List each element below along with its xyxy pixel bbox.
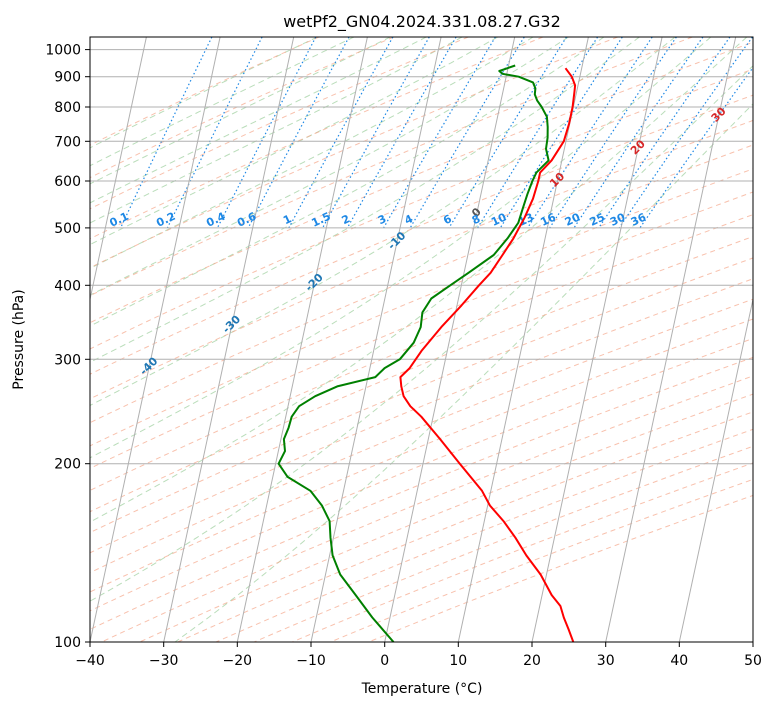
mixing-ratio-label: 16	[539, 210, 559, 228]
mixing-ratio-label: 20	[563, 210, 583, 228]
moist-adiabat-line	[90, 37, 748, 523]
isotherm-line	[605, 37, 737, 642]
mixing-ratio-line	[247, 37, 350, 229]
y-axis-title: Pressure (hPa)	[11, 289, 27, 389]
mixing-ratio-lines	[120, 37, 753, 229]
x-tick-label: 10	[449, 653, 467, 669]
dry-adiabat-line	[177, 411, 753, 642]
dry-adiabat-line	[90, 37, 394, 179]
x-tick-label: 30	[597, 653, 615, 669]
isotherm-line	[90, 37, 221, 642]
x-tick-label: −20	[223, 653, 253, 669]
y-tick-label: 300	[54, 352, 81, 368]
mixing-ratio-line	[322, 37, 430, 229]
y-tick-label: 700	[54, 134, 81, 150]
moist-adiabat-line	[90, 65, 753, 602]
y-tick-label: 900	[54, 70, 81, 86]
dry-adiabat-line	[90, 298, 753, 574]
y-tick-label: 800	[54, 100, 81, 116]
mixing-ratio-label: 10	[489, 210, 509, 228]
moist-adiabat-line	[90, 37, 534, 269]
temperature-profile-line	[399, 67, 577, 642]
dry-adiabat-line	[90, 356, 753, 630]
mixing-ratio-line	[598, 37, 731, 229]
y-tick-label: 200	[54, 457, 81, 473]
moist-adiabat-line	[90, 37, 427, 204]
pressure-grid-lines	[90, 49, 753, 642]
y-axis: 100 200 300 400 500 600 700 800 900 1000	[45, 43, 90, 651]
dry-adiabat-line	[90, 278, 753, 554]
mixing-ratio-line	[618, 37, 753, 229]
isotherm-lines	[90, 37, 753, 642]
mixing-ratio-label: 36	[629, 210, 649, 228]
dry-adiabat-line	[90, 37, 320, 146]
moist-adiabat-lines	[90, 37, 753, 642]
moist-adiabat-line	[90, 37, 569, 296]
dry-adiabat-line	[90, 214, 753, 491]
x-tick-label: 50	[744, 653, 762, 669]
mixing-ratio-line	[573, 37, 704, 229]
isotherm-line	[457, 37, 589, 642]
mixing-ratio-label: 30	[608, 210, 628, 228]
x-tick-label: −40	[75, 653, 105, 669]
mixing-ratio-line	[288, 37, 394, 229]
isotherm-line	[678, 296, 753, 642]
x-tick-label: 20	[523, 653, 541, 669]
dry-adiabat-line	[90, 41, 753, 324]
dewpoint-profile-line	[277, 64, 550, 642]
y-tick-label: 600	[54, 174, 81, 190]
mixing-ratio-line	[216, 37, 317, 229]
dry-adiabat-line	[368, 494, 753, 642]
moist-adiabat-line	[90, 37, 640, 363]
plot-frame	[89, 36, 754, 643]
isotherm-line	[163, 37, 295, 642]
moist-adiabat-line	[90, 37, 463, 224]
isotherm-line	[531, 37, 663, 642]
profile-series	[277, 64, 577, 642]
x-tick-label: 0	[380, 653, 389, 669]
moist-adiabat-line	[90, 37, 391, 185]
dry-adiabat-line	[90, 37, 693, 297]
mixing-ratio-line	[549, 37, 677, 229]
isotherm-line	[310, 37, 442, 642]
dry-adiabat-line	[90, 94, 753, 375]
mixing-ratio-line	[477, 37, 599, 229]
isotherm-line	[90, 37, 147, 302]
mixing-ratio-label: 25	[588, 211, 607, 229]
y-tick-label: 100	[54, 635, 81, 651]
dry-adiabat-line	[101, 375, 753, 642]
y-tick-label: 400	[54, 278, 81, 294]
x-axis-title: Temperature (°C)	[361, 681, 483, 697]
dry-adiabat-line	[90, 168, 753, 447]
y-tick-label: 1000	[45, 43, 81, 59]
dry-adiabat-line	[90, 191, 753, 469]
chart-title: wetPf2_GN04.2024.331.08.27.G32	[283, 12, 561, 32]
dry-adiabat-line	[90, 68, 753, 350]
isotherm-line	[236, 37, 368, 642]
dry-adiabat-line	[90, 318, 753, 593]
y-tick-label: 500	[54, 221, 81, 237]
dry-adiabat-line	[292, 462, 753, 642]
mixing-ratio-line	[527, 37, 653, 229]
isotherm-line	[384, 37, 516, 642]
mixing-ratio-line	[448, 37, 568, 229]
x-axis: −40 −30 −20 −10 0 10 20 30 40 50	[75, 642, 762, 669]
x-tick-label: −30	[149, 653, 179, 669]
mixing-ratio-line	[409, 37, 525, 229]
dry-adiabat-line	[254, 445, 753, 642]
x-tick-label: 40	[670, 653, 688, 669]
moist-adiabat-line	[90, 37, 605, 327]
x-tick-label: −10	[296, 653, 326, 669]
